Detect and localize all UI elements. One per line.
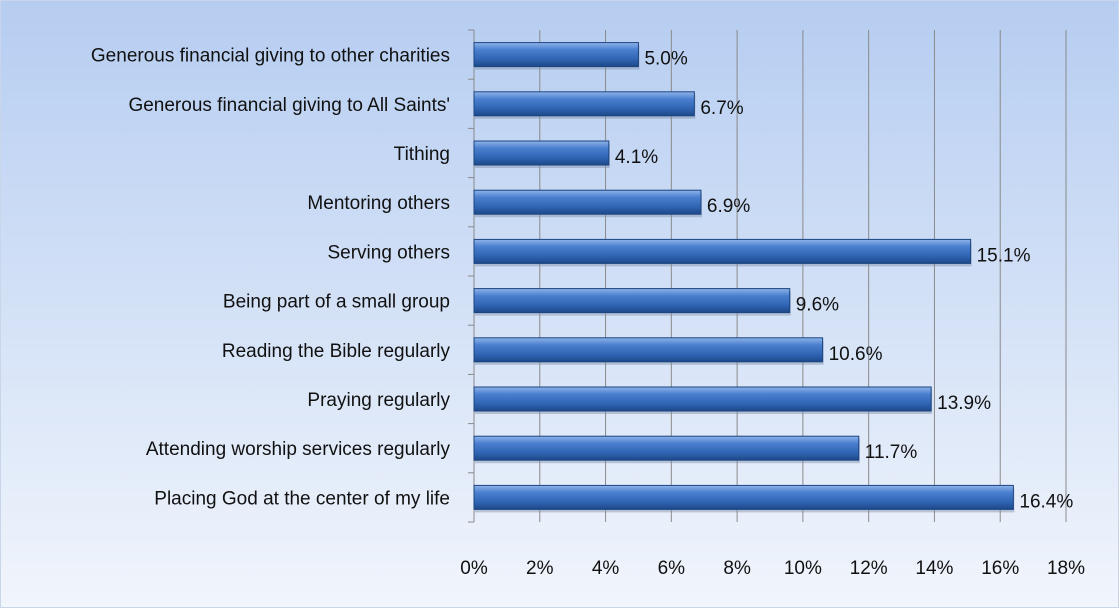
x-tick-label: 6% bbox=[658, 558, 686, 579]
bar bbox=[473, 386, 932, 412]
bar bbox=[473, 189, 702, 215]
x-tick-label: 2% bbox=[526, 558, 554, 579]
category-label: Praying regularly bbox=[307, 390, 450, 411]
data-label: 5.0% bbox=[644, 49, 687, 70]
bar bbox=[473, 435, 860, 461]
category-label: Placing God at the center of my life bbox=[154, 488, 450, 509]
bar bbox=[473, 484, 1014, 510]
bars bbox=[473, 42, 1015, 513]
data-label: 6.7% bbox=[700, 98, 743, 119]
data-label: 4.1% bbox=[615, 147, 658, 168]
x-tick-label: 8% bbox=[723, 558, 751, 579]
data-label: 15.1% bbox=[977, 245, 1031, 266]
category-label: Generous financial giving to All Saints' bbox=[128, 95, 450, 116]
x-tick-label: 4% bbox=[592, 558, 620, 579]
bar bbox=[473, 337, 824, 363]
bar bbox=[473, 42, 639, 68]
data-label: 6.9% bbox=[707, 196, 750, 217]
data-label: 13.9% bbox=[937, 393, 991, 414]
bar bbox=[473, 238, 972, 264]
x-tick-label: 0% bbox=[460, 558, 488, 579]
x-tick-label: 14% bbox=[915, 558, 953, 579]
bar bbox=[473, 140, 610, 166]
category-label: Serving others bbox=[327, 242, 450, 263]
data-label: 11.7% bbox=[865, 442, 918, 463]
x-tick-label: 10% bbox=[784, 558, 822, 579]
category-label: Reading the Bible regularly bbox=[222, 341, 451, 362]
data-label: 16.4% bbox=[1019, 491, 1073, 512]
category-label: Being part of a small group bbox=[223, 292, 450, 313]
x-tick-label: 16% bbox=[981, 558, 1019, 579]
category-label: Mentoring others bbox=[307, 193, 450, 214]
data-label: 10.6% bbox=[829, 344, 883, 365]
data-label: 9.6% bbox=[796, 295, 839, 316]
category-label: Tithing bbox=[394, 144, 450, 165]
x-tick-label: 12% bbox=[850, 558, 888, 579]
bar bbox=[473, 91, 695, 117]
bar bbox=[473, 288, 791, 314]
category-label: Generous financial giving to other chari… bbox=[91, 46, 450, 67]
labels: 0% 2% 4% 6% 8% 10% 12% 14% 16% 18% Generous financ… bbox=[91, 46, 1085, 579]
category-label: Attending worship services regularly bbox=[146, 439, 451, 460]
x-tick-label: 18% bbox=[1047, 558, 1085, 579]
